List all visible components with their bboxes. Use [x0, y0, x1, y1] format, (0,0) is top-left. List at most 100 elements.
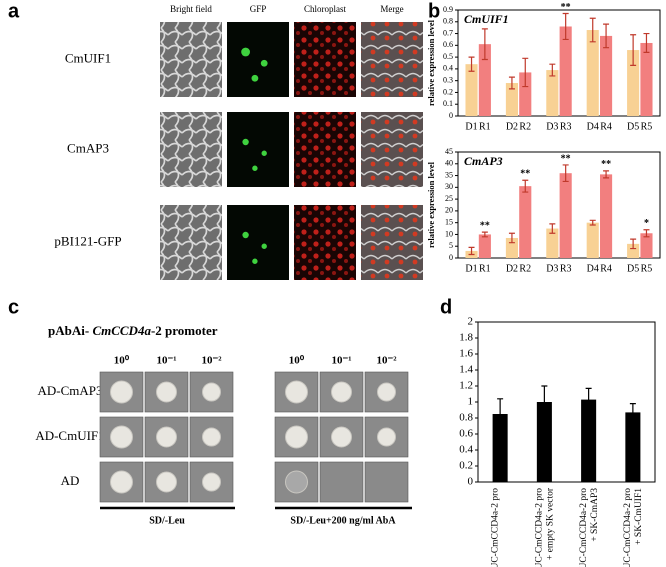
row-label: CmAP3 — [67, 140, 109, 155]
gfp-signal — [261, 243, 267, 249]
y-tick-label: 0.6 — [443, 40, 453, 49]
gfp-signal — [241, 47, 251, 57]
error-bar — [643, 32, 650, 53]
error-bar — [508, 232, 515, 244]
error-bar — [481, 28, 488, 61]
y-tick-label: 45 — [445, 147, 453, 156]
error-bar — [585, 387, 592, 412]
title-part: -2 promoter — [151, 323, 218, 338]
y-axis-label: relative expression level — [426, 161, 436, 248]
plot-frame — [457, 9, 661, 117]
micrograph — [160, 22, 222, 97]
bar — [586, 222, 599, 258]
y-tick-label: 1.8 — [459, 332, 473, 344]
error-bar — [603, 170, 610, 179]
yeast-title: pAbAi- CmCCD4a-2 promoter — [48, 323, 218, 338]
x-tick-label: D4 — [587, 121, 599, 132]
bar — [505, 83, 518, 116]
colony — [377, 382, 396, 402]
significance: ** — [601, 159, 611, 170]
y-tick-label: 0.3 — [443, 75, 453, 84]
bar — [492, 414, 508, 482]
x-tick-label: R3 — [560, 121, 572, 132]
colony — [156, 471, 177, 493]
bar — [559, 173, 572, 258]
y-tick-label: 0 — [449, 253, 453, 262]
bar — [559, 26, 572, 116]
dilution-label: 10⁻¹ — [156, 355, 176, 367]
bar — [546, 228, 559, 258]
micrograph — [227, 112, 289, 187]
column-label: Chloroplast — [304, 4, 346, 14]
y-tick-label: 0.8 — [459, 412, 473, 424]
plate-cell — [364, 461, 409, 503]
gfp-signal — [252, 258, 258, 264]
micrograph — [227, 22, 289, 97]
bar — [627, 243, 640, 258]
y-tick-label: 0 — [468, 476, 474, 488]
significance: ** — [561, 153, 571, 164]
error-bar — [549, 223, 556, 234]
error-bar — [589, 17, 596, 43]
x-tick-label: D1 — [465, 263, 477, 274]
micrograph — [160, 205, 222, 280]
x-tick-label: D1 — [465, 121, 477, 132]
y-tick-label: 1.4 — [459, 364, 473, 376]
x-tick-label: R5 — [641, 121, 653, 132]
bar — [478, 234, 491, 258]
x-tick-label: LUC-CmCCD4a-2 pro — [535, 488, 545, 567]
y-tick-label: 10 — [445, 229, 453, 238]
bar — [478, 44, 491, 116]
panel-label: d — [440, 296, 452, 318]
y-tick-label: 0.2 — [459, 460, 473, 472]
column-label: GFP — [250, 4, 267, 14]
x-tick-label: D4 — [587, 263, 599, 274]
dilution-label: 10⁰ — [114, 355, 130, 367]
y-tick-label: 0.5 — [443, 52, 453, 61]
colony — [110, 470, 133, 494]
error-bar — [630, 238, 637, 250]
column-label: Merge — [380, 4, 403, 14]
x-tick-label: R2 — [519, 121, 531, 132]
colony — [202, 427, 221, 447]
y-axis-label: relative expression level — [426, 19, 436, 106]
title-part: CmCCD4a — [92, 323, 151, 338]
y-tick-label: 30 — [445, 182, 453, 191]
medium-label: SD/-Leu+200 ng/ml AbA — [290, 515, 396, 526]
micrograph — [294, 112, 356, 187]
x-tick-label: R5 — [641, 263, 653, 274]
dilution-label: 10⁻² — [201, 355, 222, 367]
x-tick-label: LUC-CmCCD4a-2 pro — [490, 488, 500, 567]
error-bar — [541, 385, 548, 419]
bar — [505, 237, 518, 258]
colony — [285, 380, 308, 404]
x-tick-label: LUC-CmCCD4a-2 pro — [623, 488, 633, 567]
gfp-signal — [251, 74, 259, 82]
gfp-signal — [242, 138, 249, 146]
y-tick-label: 15 — [445, 217, 453, 226]
x-tick-label: D5 — [627, 263, 639, 274]
x-tick-label: LUC-CmCCD4a-2 pro — [579, 488, 589, 567]
bar — [546, 70, 559, 116]
strain-label: AD-CmAP3 — [37, 383, 102, 398]
bar — [640, 42, 653, 116]
error-bar — [629, 403, 636, 422]
micrograph — [294, 22, 356, 97]
significance: ** — [520, 169, 530, 180]
x-tick-label: D3 — [546, 121, 558, 132]
medium-label: SD/-Leu — [149, 515, 185, 526]
colony — [156, 381, 177, 403]
dilution-label: 10⁰ — [289, 355, 305, 367]
x-tick-label: + SK-CmAP3 — [590, 488, 600, 542]
dilution-label: 10⁻² — [376, 355, 397, 367]
significance: ** — [561, 2, 571, 13]
title-part: pAbAi- — [48, 323, 92, 338]
bar — [600, 174, 613, 258]
y-tick-label: 2 — [468, 316, 474, 328]
gfp-signal — [260, 59, 268, 67]
gfp-signal — [242, 231, 249, 239]
row-label: pBI121-GFP — [54, 233, 121, 248]
panel-label: c — [8, 296, 19, 318]
bar — [600, 35, 613, 116]
